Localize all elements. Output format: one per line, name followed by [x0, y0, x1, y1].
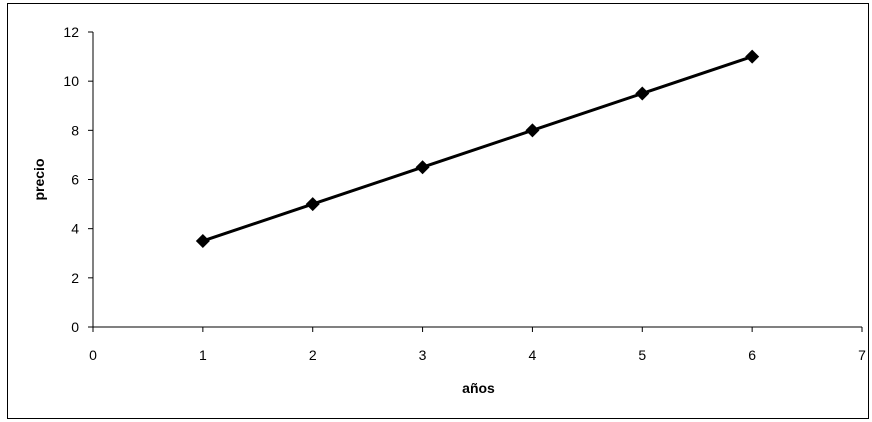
- y-tick-label: 10: [63, 73, 79, 89]
- x-tick-label: 1: [199, 347, 207, 363]
- series-line: [202, 55, 753, 243]
- x-tick-label: 3: [419, 347, 427, 363]
- x-tick-label: 5: [638, 347, 646, 363]
- y-tick-label: 8: [71, 122, 79, 138]
- x-tick-label: 4: [529, 347, 537, 363]
- data-point-marker: [635, 86, 650, 101]
- y-axis-title: precio: [31, 158, 47, 200]
- data-point-marker: [415, 160, 430, 175]
- series-layer: [195, 49, 760, 248]
- data-point-marker: [525, 123, 540, 138]
- x-axis-title: años: [462, 380, 495, 396]
- data-point-marker: [305, 197, 320, 212]
- y-tick-label: 0: [71, 319, 79, 335]
- x-tick-label: 2: [309, 347, 317, 363]
- y-tick-label: 2: [71, 270, 79, 286]
- y-tick-label: 12: [63, 24, 79, 40]
- x-tick-label: 7: [858, 347, 866, 363]
- data-point-marker: [745, 49, 760, 64]
- chart-frame: [7, 3, 869, 419]
- x-tick-label: 0: [89, 347, 97, 363]
- x-axis: 0 1 2 3 4 5 6 7: [89, 326, 866, 363]
- data-point-marker: [195, 233, 210, 248]
- x-tick-label: 6: [748, 347, 756, 363]
- y-tick-label: 6: [71, 172, 79, 188]
- y-axis: 0 2 4 6 8 10 12: [63, 24, 94, 335]
- y-tick-label: 4: [71, 221, 79, 237]
